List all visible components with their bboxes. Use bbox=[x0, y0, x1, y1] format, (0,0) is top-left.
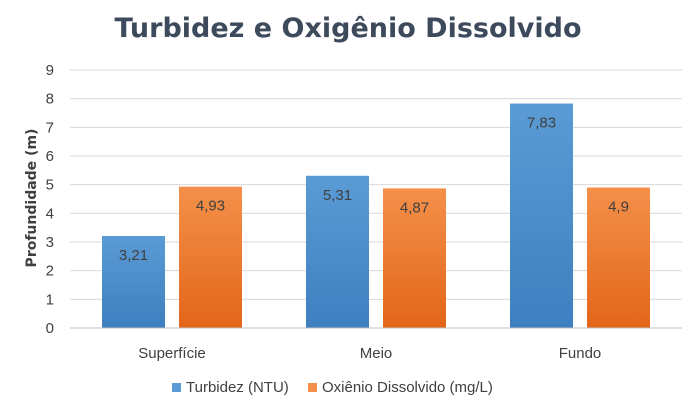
bars bbox=[102, 103, 650, 328]
y-tick-label: 6 bbox=[46, 148, 54, 165]
y-tick-label: 4 bbox=[46, 205, 54, 222]
y-tick-label: 7 bbox=[46, 119, 54, 136]
chart-title: Turbidez e Oxigênio Dissolvido bbox=[114, 13, 581, 44]
bar bbox=[102, 235, 165, 328]
y-tick-label: 1 bbox=[46, 291, 54, 308]
bar bbox=[179, 186, 242, 328]
data-label: 4,9 bbox=[608, 199, 629, 216]
data-labels: 3,21 4,93 5,31 4,87 7,83 4,9 bbox=[119, 115, 629, 264]
x-tick-label: Fundo bbox=[559, 345, 602, 362]
x-tick-label: Superfície bbox=[138, 345, 206, 362]
data-label: 3,21 bbox=[119, 247, 148, 264]
legend-swatch bbox=[172, 383, 181, 392]
data-label: 5,31 bbox=[323, 187, 352, 204]
bar bbox=[383, 188, 446, 328]
data-label: 7,83 bbox=[527, 115, 556, 132]
bar bbox=[306, 175, 369, 328]
legend-swatch bbox=[308, 383, 317, 392]
y-axis-ticks: 0 1 2 3 4 5 6 7 8 9 bbox=[46, 62, 54, 337]
legend: Turbidez (NTU) Oxiênio Dissolvido (mg/L) bbox=[172, 379, 493, 396]
y-tick-label: 9 bbox=[46, 62, 54, 79]
y-tick-label: 0 bbox=[46, 320, 54, 337]
y-tick-label: 8 bbox=[46, 91, 54, 108]
bar bbox=[510, 103, 573, 328]
legend-label: Turbidez (NTU) bbox=[186, 379, 289, 396]
x-tick-label: Meio bbox=[360, 345, 393, 362]
bar bbox=[587, 187, 650, 328]
y-tick-label: 2 bbox=[46, 263, 54, 280]
data-label: 4,87 bbox=[400, 199, 429, 216]
x-axis-categories: Superfície Meio Fundo bbox=[138, 345, 601, 362]
y-axis-label: Profundidade (m) bbox=[24, 129, 40, 268]
gridlines bbox=[70, 69, 682, 300]
y-tick-label: 3 bbox=[46, 234, 54, 251]
y-tick-label: 5 bbox=[46, 177, 54, 194]
legend-label: Oxiênio Dissolvido (mg/L) bbox=[322, 379, 493, 396]
data-label: 4,93 bbox=[196, 198, 225, 215]
